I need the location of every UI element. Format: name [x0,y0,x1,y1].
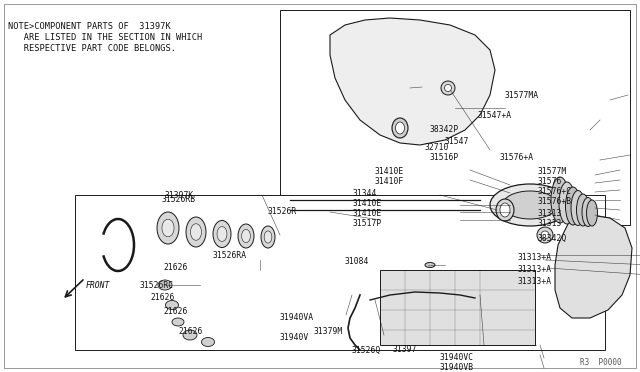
Text: 31526Q: 31526Q [352,346,381,355]
Text: ARE LISTED IN THE SECTION IN WHICH: ARE LISTED IN THE SECTION IN WHICH [8,33,202,42]
Text: 32710: 32710 [425,144,449,153]
Text: 38342Q: 38342Q [538,234,567,243]
Circle shape [441,81,455,95]
Text: 31313+A: 31313+A [518,278,552,286]
Ellipse shape [396,122,404,134]
Ellipse shape [500,203,510,217]
Text: 31547: 31547 [445,138,469,147]
Circle shape [537,227,553,243]
Text: 31516P: 31516P [430,154,460,163]
Text: 31576+A: 31576+A [500,154,534,163]
Text: R3  P0000: R3 P0000 [580,358,622,367]
Text: 38342P: 38342P [430,125,460,135]
Ellipse shape [586,200,598,226]
Ellipse shape [392,118,408,138]
Text: 31397: 31397 [393,346,417,355]
Text: 31940V: 31940V [280,334,309,343]
Text: 31313: 31313 [538,208,563,218]
Ellipse shape [166,301,179,310]
Ellipse shape [186,217,206,247]
Text: 31577M: 31577M [538,167,567,176]
Ellipse shape [162,219,174,237]
Bar [75,195,605,350]
Text: 31410E: 31410E [375,167,404,176]
Text: 31526RC: 31526RC [140,280,174,289]
Text: 31410F: 31410F [375,177,404,186]
Ellipse shape [425,263,435,267]
Ellipse shape [490,184,570,226]
Polygon shape [330,18,495,145]
Text: 31410E: 31410E [353,199,382,208]
Ellipse shape [213,221,231,247]
Text: 31577MA: 31577MA [505,90,539,99]
Ellipse shape [157,212,179,244]
Ellipse shape [238,224,254,248]
Text: 31397K: 31397K [165,190,195,199]
Ellipse shape [571,190,585,225]
Ellipse shape [566,187,580,225]
Ellipse shape [502,191,557,219]
Text: 31526RB: 31526RB [162,196,196,205]
Ellipse shape [242,230,250,243]
Ellipse shape [202,337,214,346]
Text: FRONT: FRONT [86,280,110,289]
Text: 21626: 21626 [163,308,188,317]
Text: NOTE>COMPONENT PARTS OF  31397K: NOTE>COMPONENT PARTS OF 31397K [8,22,171,31]
Ellipse shape [261,226,275,248]
Ellipse shape [577,194,589,226]
Ellipse shape [582,198,594,227]
Text: 21626: 21626 [150,294,174,302]
Ellipse shape [217,227,227,241]
Ellipse shape [183,330,197,340]
Bar [380,270,535,345]
Text: 31940VB: 31940VB [440,363,474,372]
Text: 31576+C: 31576+C [538,187,572,196]
Text: 31344: 31344 [353,189,378,198]
Text: 31379M: 31379M [314,327,343,337]
Ellipse shape [559,182,575,224]
Text: 21626: 21626 [163,263,188,273]
Ellipse shape [172,318,184,326]
Ellipse shape [551,177,569,223]
Ellipse shape [496,199,514,221]
Text: 31313+A: 31313+A [518,253,552,263]
Text: 31526R: 31526R [268,208,297,217]
Text: 31084: 31084 [345,257,369,266]
Text: 31547+A: 31547+A [478,110,512,119]
Ellipse shape [264,231,272,243]
Text: 31526RA: 31526RA [213,250,247,260]
Bar [280,10,630,225]
Text: 31517P: 31517P [353,218,382,228]
Text: 31576+B: 31576+B [538,198,572,206]
Text: 31576: 31576 [538,177,563,186]
Circle shape [445,84,451,92]
Text: 31410E: 31410E [353,208,382,218]
Text: RESPECTIVE PART CODE BELONGS.: RESPECTIVE PART CODE BELONGS. [8,44,176,53]
Ellipse shape [191,224,202,240]
Text: 21626: 21626 [178,327,202,337]
Text: 31940VC: 31940VC [440,353,474,362]
Text: 31940VA: 31940VA [280,314,314,323]
Circle shape [541,231,549,239]
Text: 31313+A: 31313+A [518,266,552,275]
Ellipse shape [158,280,172,290]
Polygon shape [555,215,632,318]
Text: 31313: 31313 [538,218,563,228]
